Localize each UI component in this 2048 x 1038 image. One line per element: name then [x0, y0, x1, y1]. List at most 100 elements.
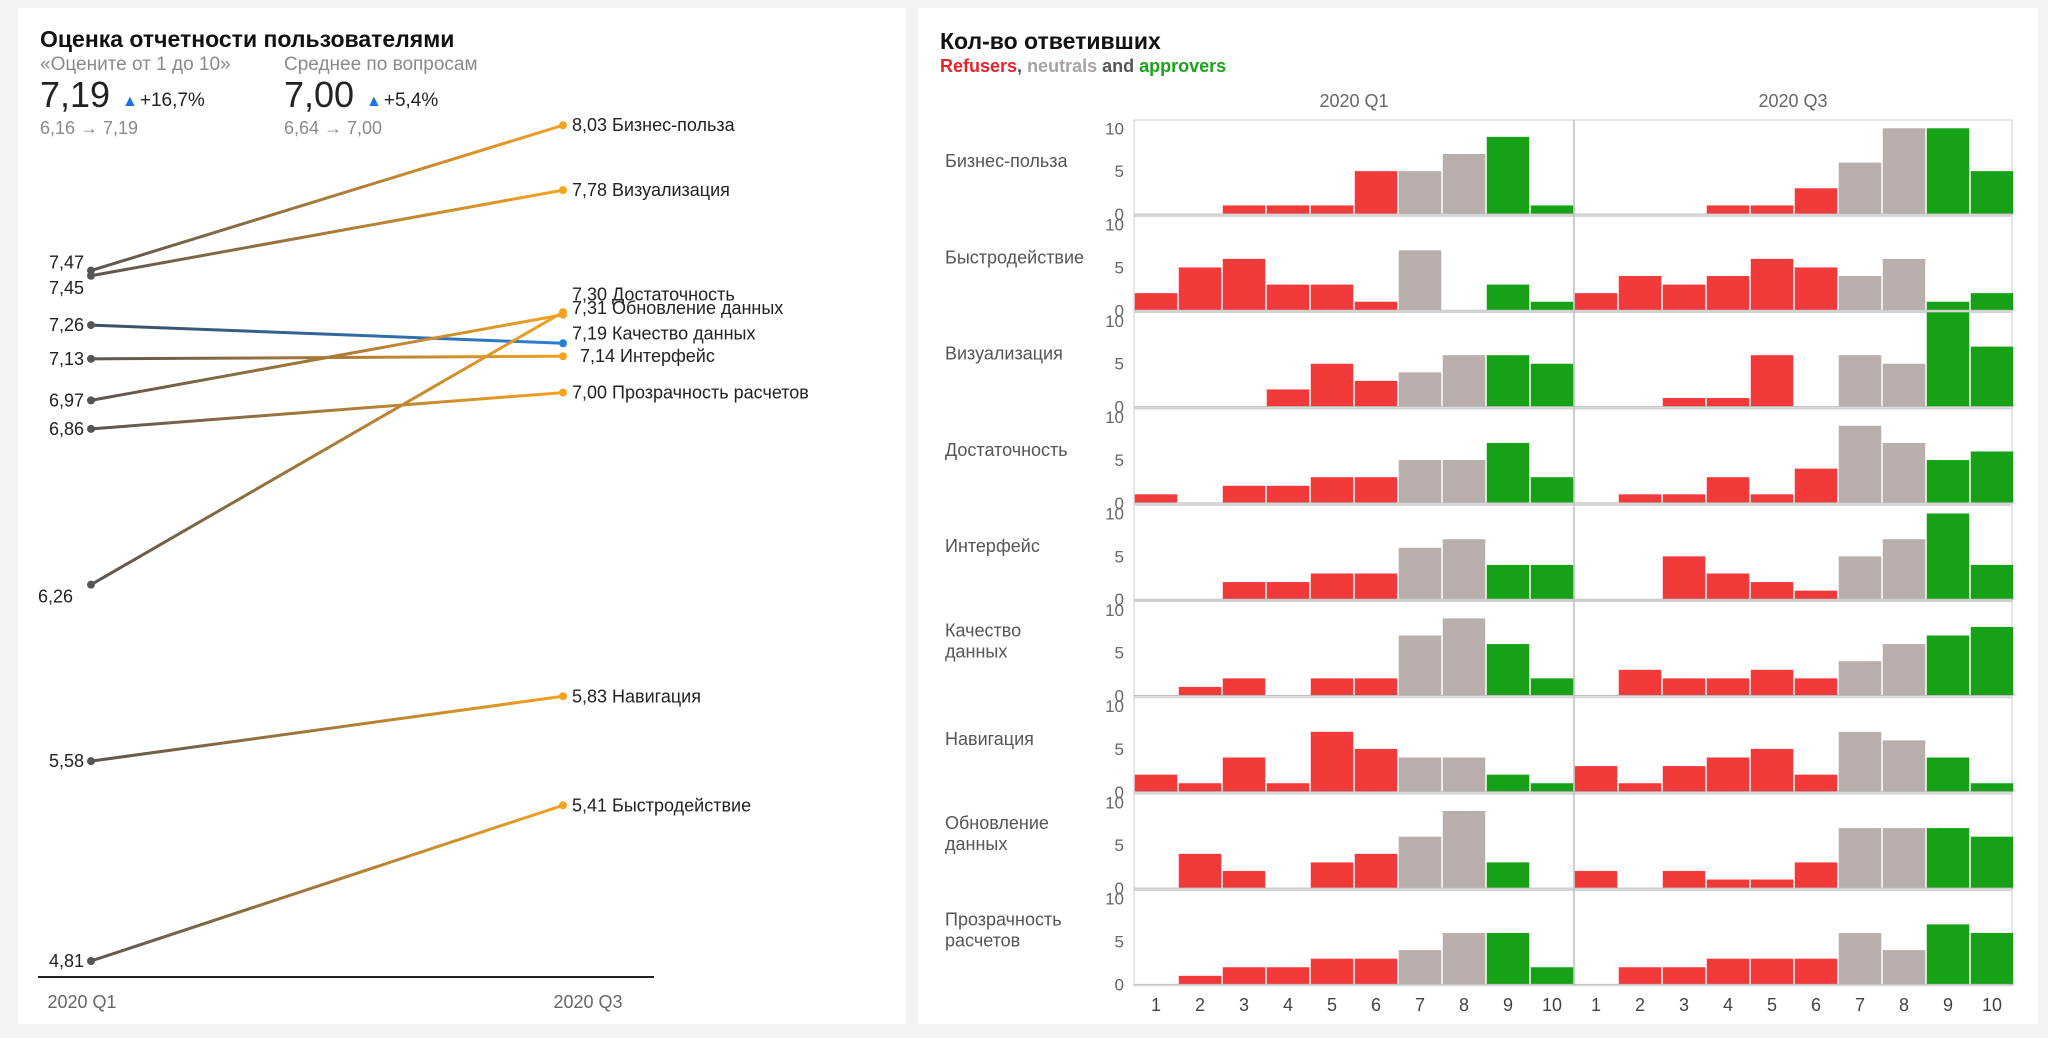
slope-point-q3-интерфейс	[559, 352, 567, 361]
slope-point-q1-интерфейс	[87, 354, 95, 363]
bar-качество-данных-q1-10	[1530, 678, 1574, 696]
bar-навигация-q1-6	[1354, 748, 1398, 792]
slope-label-q1-бизнес-польза: 7,47	[49, 253, 84, 273]
bar-быстродействие-q1-5	[1310, 284, 1354, 311]
bar-качество-данных-q3-3	[1662, 678, 1706, 696]
bar-визуализация-q1-5	[1310, 363, 1354, 407]
slope-label-q3-достаточность: 7,30 Достаточность	[572, 285, 735, 305]
bar-быстродействие-q1-6	[1354, 301, 1398, 311]
bar-прозрачность-расчетов-q3-8	[1882, 950, 1926, 985]
slope-label-q1-визуализация: 7,45	[49, 278, 84, 298]
bar-бизнес-польза-q1-4	[1266, 205, 1310, 214]
x-tick-label-q3: 5	[1767, 995, 1777, 1015]
bar-навигация-q1-3	[1222, 757, 1266, 792]
slope-label-q1-интерфейс: 7,13	[49, 349, 84, 369]
slope-point-q3-быстродействие	[559, 801, 567, 810]
bar-достаточность-q1-8	[1442, 460, 1486, 503]
x-tick-label-q1: 1	[1151, 995, 1161, 1015]
bar-интерфейс-q3-3	[1662, 556, 1706, 600]
bar-быстродействие-q3-2	[1618, 276, 1662, 311]
slope-label-q1-достаточность: 6,97	[49, 390, 84, 410]
bar-навигация-q1-9	[1486, 774, 1530, 792]
slope-label-q1-навигация: 5,58	[49, 751, 84, 771]
bar-навигация-q3-10	[1970, 783, 2014, 792]
y-tick-label: 10	[1105, 504, 1124, 523]
slope-chart-panel: Оценка отчетности пользователями «Оценит…	[18, 8, 906, 1024]
bar-обновление-данных-q3-3	[1662, 870, 1706, 889]
slope-label-q3-прозрачность-расчетов: 7,00 Прозрачность расчетов	[572, 383, 809, 403]
bar-визуализация-q3-4	[1706, 398, 1750, 407]
bar-прозрачность-расчетов-q1-9	[1486, 932, 1530, 985]
bar-навигация-q1-5	[1310, 731, 1354, 792]
bar-обновление-данных-q1-6	[1354, 853, 1398, 889]
bar-интерфейс-q1-9	[1486, 564, 1530, 600]
bar-навигация-q1-4	[1266, 783, 1310, 792]
bar-навигация-q1-7	[1398, 757, 1442, 792]
bar-прозрачность-расчетов-q3-6	[1794, 958, 1838, 985]
slope-line-визуализация	[90, 188, 564, 278]
bar-бизнес-польза-q1-9	[1486, 136, 1530, 214]
slope-point-q1-навигация	[87, 757, 95, 766]
bar-быстродействие-q3-4	[1706, 276, 1750, 311]
bar-навигация-q3-5	[1750, 748, 1794, 792]
bar-быстродействие-q3-7	[1838, 276, 1882, 311]
x-tick-label-q3: 1	[1591, 995, 1601, 1015]
bar-обновление-данных-q3-10	[1970, 836, 2014, 889]
y-tick-label: 0	[1115, 687, 1124, 706]
bar-навигация-q1-10	[1530, 783, 1574, 792]
x-tick-label-q1: 10	[1542, 995, 1562, 1015]
x-tick-label-q1: 9	[1503, 995, 1513, 1015]
slope-label-q3-бизнес-польза: 8,03 Бизнес-польза	[572, 115, 736, 135]
row-frame-навигация	[1133, 697, 2013, 794]
slope-label-q1-обновление-данных: 6,26	[38, 587, 73, 607]
row-label-навигация: Навигация	[945, 729, 1034, 749]
bar-визуализация-q1-10	[1530, 363, 1574, 407]
x-tick-label-q1: 7	[1415, 995, 1425, 1015]
slope-label-q3-качество-данных: 7,19 Качество данных	[572, 323, 755, 343]
bar-интерфейс-q3-8	[1882, 539, 1926, 600]
bar-навигация-q3-2	[1618, 783, 1662, 792]
bar-интерфейс-q3-10	[1970, 564, 2014, 600]
y-tick-label: 5	[1115, 547, 1124, 566]
bar-обновление-данных-q1-5	[1310, 862, 1354, 889]
bar-бизнес-польза-q3-6	[1794, 188, 1838, 214]
bar-бизнес-польза-q1-6	[1354, 171, 1398, 214]
bar-достаточность-q1-1	[1134, 494, 1178, 503]
bar-достаточность-q3-10	[1970, 451, 2014, 503]
bar-быстродействие-q3-10	[1970, 293, 2014, 311]
bar-прозрачность-расчетов-q3-2	[1618, 967, 1662, 985]
bar-быстродействие-q3-3	[1662, 284, 1706, 311]
x-tick-label-q3: 9	[1943, 995, 1953, 1015]
bar-качество-данных-q1-5	[1310, 678, 1354, 696]
row-label-бизнес-польза: Бизнес-польза	[945, 151, 1069, 171]
bar-обновление-данных-q3-1	[1574, 870, 1618, 889]
bar-обновление-данных-q3-5	[1750, 879, 1794, 889]
row-label-качество-данных: Качество	[945, 621, 1021, 641]
bar-визуализация-q1-4	[1266, 389, 1310, 407]
row-label-прозрачность-расчетов: Прозрачность	[945, 909, 1062, 929]
bar-интерфейс-q3-6	[1794, 590, 1838, 600]
slope-point-q3-обновление-данных	[559, 308, 567, 317]
row-frame-интерфейс	[1133, 504, 2013, 602]
bar-навигация-q3-8	[1882, 740, 1926, 792]
row-label-быстродействие: Быстродействие	[945, 247, 1084, 267]
bar-прозрачность-расчетов-q3-5	[1750, 958, 1794, 985]
bar-бизнес-польза-q3-9	[1926, 128, 1970, 214]
bar-быстродействие-q1-3	[1222, 258, 1266, 311]
bar-качество-данных-q3-7	[1838, 661, 1882, 696]
bar-интерфейс-q1-7	[1398, 547, 1442, 600]
y-tick-label: 10	[1105, 119, 1124, 138]
y-tick-label: 10	[1105, 793, 1124, 812]
row-label-визуализация: Визуализация	[945, 344, 1063, 364]
bar-быстродействие-q1-10	[1530, 301, 1574, 311]
bar-быстродействие-q3-9	[1926, 301, 1970, 311]
y-tick-label: 10	[1105, 697, 1124, 716]
legend-refusers: Refusers	[940, 56, 1018, 76]
bar-быстродействие-q3-1	[1574, 293, 1618, 311]
bar-качество-данных-q1-9	[1486, 644, 1530, 696]
slope-label-q1-быстродействие: 4,81	[49, 951, 84, 971]
bar-достаточность-q1-9	[1486, 442, 1530, 503]
bar-качество-данных-q3-2	[1618, 669, 1662, 696]
bar-достаточность-q1-3	[1222, 485, 1266, 503]
bar-прозрачность-расчетов-q3-9	[1926, 924, 1970, 985]
